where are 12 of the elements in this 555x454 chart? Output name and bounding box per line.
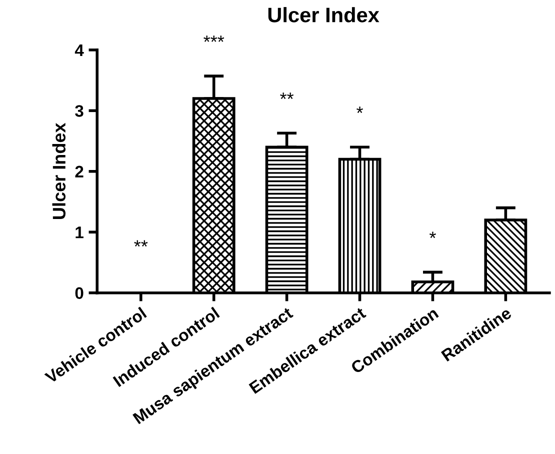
text: *** xyxy=(204,36,224,42)
y-tick-label: 0 xyxy=(75,287,84,300)
y-tick-label: 4 xyxy=(74,44,84,56)
y-tick-label: 3 xyxy=(75,105,84,117)
chart-title: Ulcer Index xyxy=(268,7,380,22)
y-axis-title: Ulcer Index xyxy=(52,122,66,219)
annotation: * xyxy=(356,106,363,113)
y-tick-label: 1 xyxy=(76,226,84,238)
annotation: ** xyxy=(134,240,148,247)
y-tick-label: 2 xyxy=(75,166,84,178)
annotation: ** xyxy=(280,92,294,100)
annotation: * xyxy=(430,232,436,238)
